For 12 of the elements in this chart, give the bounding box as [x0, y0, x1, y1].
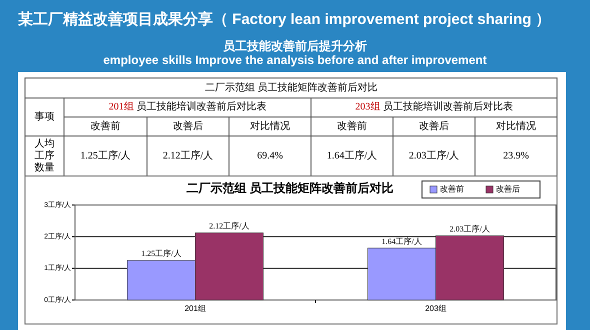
chart-title: 二厂示范组 员工技能矩阵改善前后对比 — [186, 181, 394, 196]
data-label: 2.03工序/人 — [450, 224, 490, 234]
text: 某工厂精益改善项目成果分享（ Factory lean improvement project sharing ） — [17, 10, 551, 28]
data-label: 2.12工序/人 — [209, 222, 250, 231]
data-label: 1.64工序/人 — [382, 236, 422, 246]
legend-label: 改善前 — [440, 184, 464, 194]
x-tick-label: 203组 — [425, 304, 446, 314]
legend-label: 改善后 — [496, 184, 520, 194]
text: 员工技能改善前后提升分析 — [223, 39, 367, 54]
data-label: 1.25工序/人 — [141, 249, 182, 258]
text: employee skills Improve the analysis before and after improvement — [103, 53, 487, 68]
x-tick-label: 201组 — [184, 304, 206, 314]
